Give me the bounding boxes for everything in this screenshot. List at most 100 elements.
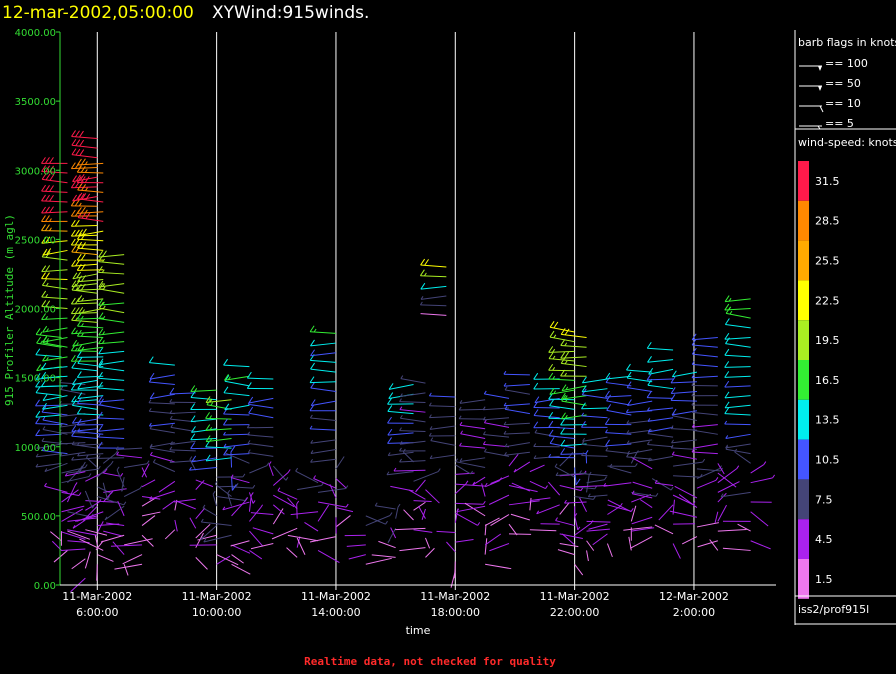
barb-half-feather — [553, 334, 557, 339]
barb-half-feather — [102, 301, 105, 306]
barb-feather — [606, 394, 611, 402]
barb-feather — [102, 250, 107, 257]
barb-half-feather — [123, 501, 127, 506]
barb-staff — [304, 522, 319, 532]
barb-staff — [77, 346, 104, 351]
barb-staff — [313, 478, 337, 489]
barb-staff — [459, 408, 486, 411]
barb-half-feather — [564, 360, 568, 365]
barb-half-feather — [170, 441, 173, 445]
barb-feather — [561, 394, 567, 402]
barb-half-feather — [587, 493, 591, 498]
barb-staff — [371, 554, 396, 558]
barb-half-feather — [116, 466, 120, 471]
barb-feather — [560, 392, 566, 400]
barb-feather — [98, 312, 104, 319]
barb-half-feather — [504, 443, 508, 447]
barb-feather — [310, 399, 316, 406]
barb-staff — [41, 278, 68, 280]
barb-half-feather — [647, 418, 651, 422]
barb-half-feather — [310, 439, 314, 444]
barb-staff — [459, 399, 486, 404]
barb-staff — [268, 464, 274, 476]
barb-staff — [504, 442, 530, 448]
barb-feather — [36, 336, 42, 344]
barb-half-feather — [169, 410, 173, 414]
barb-staff — [586, 474, 590, 493]
barb-staff — [272, 504, 285, 515]
barb-feather — [42, 325, 48, 333]
barb-staff — [559, 543, 579, 548]
barb-staff — [153, 461, 176, 473]
barb-feather — [35, 399, 40, 407]
barb-staff — [692, 424, 718, 428]
barb-half-feather — [671, 451, 675, 455]
barb-feather — [670, 394, 676, 401]
barb-profile-19 — [393, 375, 440, 558]
barb-feather — [581, 385, 587, 393]
barb-staff — [195, 507, 206, 519]
barb-half-feather — [482, 416, 486, 421]
barb-staff — [71, 428, 98, 432]
barb-half-feather — [110, 460, 114, 465]
barb-half-feather — [49, 227, 52, 232]
barb-staff — [425, 489, 440, 504]
barb-half-feather — [35, 453, 39, 458]
barb-staff — [459, 445, 486, 449]
barb-feather — [81, 228, 87, 236]
barb-staff — [53, 550, 68, 563]
barb-staff — [227, 493, 233, 507]
barb-legend-label-2: == 10 — [825, 97, 861, 110]
barb-legend-item-2: == 10 — [799, 97, 861, 113]
barb-staff — [724, 423, 751, 426]
barb-staff — [85, 529, 108, 536]
barb-feather — [549, 388, 555, 395]
barb-staff — [77, 395, 104, 400]
barb-staff — [78, 217, 104, 222]
barb-staff — [605, 395, 632, 398]
barb-staff — [446, 541, 456, 553]
barb-feather — [70, 181, 76, 189]
barb-half-feather — [503, 421, 507, 426]
barb-staff — [671, 439, 698, 444]
barb-staff — [714, 511, 719, 524]
barb-staff — [548, 426, 575, 430]
barb-half-feather — [120, 473, 124, 477]
barb-half-feather — [210, 402, 214, 406]
barb-half-feather — [102, 315, 106, 320]
barb-staff — [72, 443, 98, 449]
y-axis-label: 915 Profiler Altitude (m agl) — [3, 214, 16, 406]
barb-half-feather — [149, 443, 153, 448]
barb-feather — [70, 209, 76, 217]
barb-feather — [74, 297, 80, 305]
barb-staff — [672, 454, 698, 460]
barb-staff — [672, 371, 698, 378]
barb-staff — [230, 540, 250, 547]
barb-feather — [77, 275, 83, 283]
barb-staff — [112, 541, 125, 555]
barb-feather — [606, 404, 612, 411]
barb-staff — [42, 404, 68, 410]
barb-staff — [231, 554, 244, 564]
barb-staff — [529, 497, 532, 511]
barb-feather — [605, 372, 611, 380]
barb-half-feather — [45, 293, 49, 298]
barb-half-feather — [101, 269, 105, 273]
barb-staff — [692, 411, 718, 416]
barb-staff — [35, 404, 62, 407]
barb-feather — [533, 409, 539, 416]
barb-staff — [190, 418, 217, 423]
barb-half-feather — [428, 414, 432, 418]
barb-feather — [45, 194, 50, 202]
barb-staff — [98, 331, 125, 336]
barb-feather — [548, 363, 554, 371]
barb-feather — [310, 381, 316, 389]
barb-half-feather — [472, 481, 476, 486]
barb-feather — [71, 416, 77, 424]
barb-half-feather — [214, 480, 218, 485]
barb-staff — [529, 497, 551, 502]
barb-staff — [503, 432, 530, 435]
barb-profile-16 — [344, 512, 393, 565]
barb-staff — [555, 520, 575, 527]
barb-half-feather — [552, 367, 556, 371]
